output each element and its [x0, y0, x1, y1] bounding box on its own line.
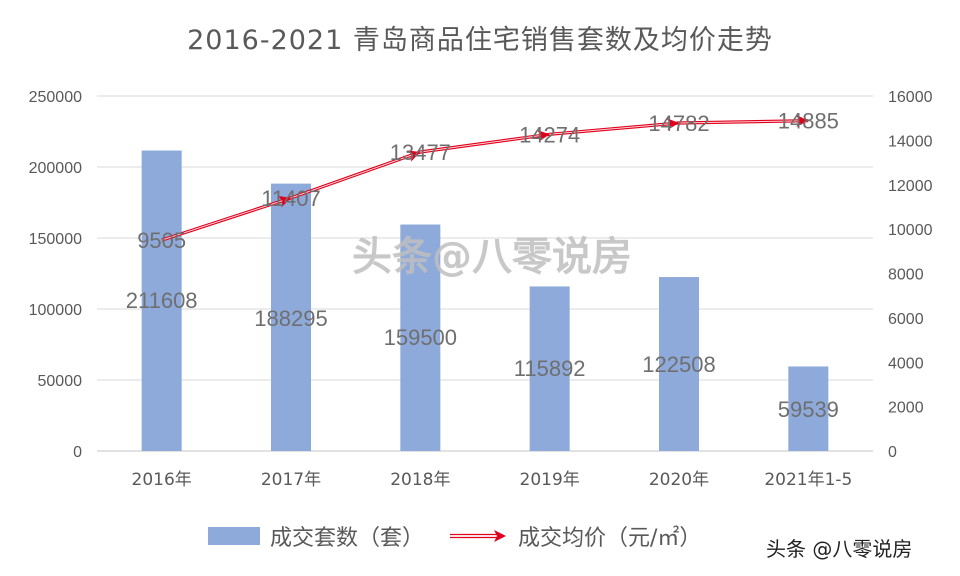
red-arrow-icon — [450, 530, 507, 542]
arrow-marker-icon — [796, 114, 809, 127]
x-axis-category: 2016年 — [132, 470, 192, 490]
bar — [400, 224, 441, 451]
line-value-label: 14782 — [648, 111, 709, 136]
bar-series — [141, 150, 829, 451]
right-axis-tick: 4000 — [888, 355, 924, 372]
x-axis-category: 2019年 — [520, 470, 580, 490]
right-axis-tick: 0 — [888, 444, 897, 461]
bar — [659, 277, 699, 451]
line-value-label: 14885 — [778, 109, 839, 134]
arrow-marker-icon — [536, 129, 550, 142]
gridlines — [97, 95, 873, 452]
right-axis-tick: 12000 — [888, 178, 933, 195]
right-axis-tick: 10000 — [888, 222, 933, 239]
line-value-label: 11407 — [261, 186, 321, 211]
line-value-label: 14274 — [519, 122, 580, 147]
bar — [141, 150, 182, 451]
bar-value-label: 188295 — [254, 306, 327, 331]
left-axis-tick: 250000 — [29, 89, 82, 106]
left-axis-tick: 200000 — [29, 160, 82, 177]
right-axis-tick: 2000 — [888, 400, 924, 417]
legend-bar-swatch — [208, 527, 260, 545]
x-axis-categories: 2016年 2017年 2018年 2019年 2020年 2021年1-5 — [132, 470, 853, 490]
line-value-label: 13477 — [390, 140, 451, 165]
left-axis-tick: 150000 — [29, 231, 82, 248]
left-axis-tick: 100000 — [29, 302, 82, 319]
right-y-axis: 0 2000 4000 6000 8000 10000 12000 14000 16000 — [888, 89, 933, 461]
x-axis-category: 2017年 — [261, 470, 321, 490]
x-axis-category: 2020年 — [649, 470, 709, 490]
source-credit: 头条 @八零说房 — [766, 537, 913, 561]
watermark: 头条@八零说房 — [352, 234, 632, 280]
x-axis-category: 2021年1-5 — [764, 470, 852, 490]
left-y-axis: 0 50000 100000 150000 200000 250000 — [29, 89, 82, 461]
right-axis-tick: 16000 — [888, 89, 933, 106]
arrow-marker-icon — [406, 150, 421, 162]
arrow-marker-icon — [666, 118, 679, 131]
bar — [271, 183, 311, 451]
legend-line-label: 成交均价（元/㎡） — [518, 526, 702, 551]
chart-title: 2016-2021 青岛商品住宅销售套数及均价走势 — [187, 25, 773, 56]
bar-value-label: 159500 — [384, 325, 457, 350]
right-axis-tick: 8000 — [888, 267, 924, 284]
line-value-label: 9505 — [137, 228, 186, 253]
x-axis-category: 2018年 — [390, 470, 450, 490]
legend-bar-label: 成交套数（套） — [270, 526, 425, 551]
left-axis-tick: 50000 — [38, 373, 83, 390]
price-line — [161, 119, 809, 242]
bar-value-label: 211608 — [126, 288, 198, 313]
bar — [529, 286, 570, 451]
arrow-marker-icon — [277, 195, 291, 208]
bar-value-label: 115892 — [514, 356, 586, 381]
price-line-inner — [161, 120, 809, 241]
right-axis-tick: 14000 — [888, 133, 933, 150]
bar-data-labels: 211608 188295 159500 115892 122508 59539 — [126, 288, 839, 422]
bar-value-label: 59539 — [778, 397, 839, 422]
legend: 成交套数（套） 成交均价（元/㎡） — [208, 520, 701, 552]
bar — [788, 366, 829, 451]
line-data-labels: 9505 11407 13477 14274 14782 14885 — [137, 109, 839, 253]
bar-value-label: 122508 — [642, 352, 715, 377]
right-axis-tick: 6000 — [888, 311, 924, 328]
line-series — [161, 114, 809, 242]
left-axis-tick: 0 — [73, 444, 82, 461]
